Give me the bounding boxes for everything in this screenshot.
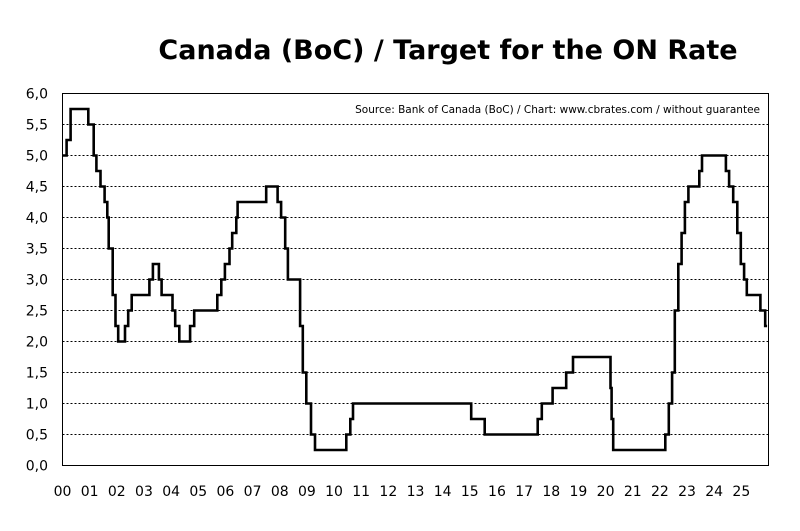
x-tick-label: 14 bbox=[434, 484, 452, 500]
x-tick-label: 18 bbox=[542, 484, 560, 500]
plot-frame bbox=[62, 93, 769, 466]
x-tick-label: 04 bbox=[162, 484, 180, 500]
y-tick-label: 0,0 bbox=[26, 459, 48, 475]
x-tick-label: 25 bbox=[732, 484, 750, 500]
x-tick-label: 21 bbox=[624, 484, 642, 500]
x-tick-label: 00 bbox=[54, 484, 72, 500]
x-tick-label: 23 bbox=[678, 484, 696, 500]
y-tick-label: 0,5 bbox=[26, 428, 48, 444]
x-tick-label: 20 bbox=[597, 484, 615, 500]
gridlines bbox=[62, 124, 769, 435]
y-tick-label: 4,0 bbox=[26, 211, 48, 227]
source-note: Source: Bank of Canada (BoC) / Chart: ww… bbox=[355, 104, 760, 116]
x-tick-label: 22 bbox=[651, 484, 669, 500]
x-tick-label: 08 bbox=[271, 484, 289, 500]
y-tick-label: 1,5 bbox=[26, 366, 48, 382]
series-layer bbox=[62, 107, 768, 452]
x-tick-label: 15 bbox=[461, 484, 479, 500]
y-tick-label: 4,5 bbox=[26, 180, 48, 196]
x-tick-label: 12 bbox=[379, 484, 397, 500]
x-tick-label: 01 bbox=[81, 484, 99, 500]
series-line bbox=[62, 107, 768, 452]
x-tick-label: 05 bbox=[189, 484, 207, 500]
y-tick-label: 3,5 bbox=[26, 242, 48, 258]
y-tick-label: 3,0 bbox=[26, 273, 48, 289]
x-tick-label: 19 bbox=[570, 484, 588, 500]
x-axis-ticks: 00 01 02 03 04 05 06 07 08 09 10 11 12 13 14 15 16 17 18 19… bbox=[54, 484, 751, 500]
y-tick-label: 5,5 bbox=[26, 118, 48, 134]
chart-title: Canada (BoC) / Target for the ON Rate bbox=[158, 35, 737, 66]
x-tick-label: 17 bbox=[515, 484, 533, 500]
y-tick-label: 1,0 bbox=[26, 397, 48, 413]
y-tick-label: 6,0 bbox=[26, 87, 48, 103]
x-tick-label: 06 bbox=[217, 484, 235, 500]
y-tick-label: 2,5 bbox=[26, 304, 48, 320]
x-tick-label: 10 bbox=[325, 484, 343, 500]
y-tick-label: 2,0 bbox=[26, 335, 48, 351]
x-tick-label: 24 bbox=[705, 484, 723, 500]
x-tick-label: 11 bbox=[352, 484, 370, 500]
x-tick-label: 02 bbox=[108, 484, 126, 500]
x-tick-label: 03 bbox=[135, 484, 153, 500]
x-tick-label: 13 bbox=[407, 484, 425, 500]
y-tick-label: 5,0 bbox=[26, 149, 48, 165]
x-tick-label: 07 bbox=[244, 484, 262, 500]
x-tick-label: 16 bbox=[488, 484, 506, 500]
x-tick-label: 09 bbox=[298, 484, 316, 500]
y-axis-ticks: 0,0 0,5 1,0 1,5 2,0 2,5 3,0 3,5 4,0 4,5 5,0 5,5 6,0 bbox=[26, 87, 48, 475]
